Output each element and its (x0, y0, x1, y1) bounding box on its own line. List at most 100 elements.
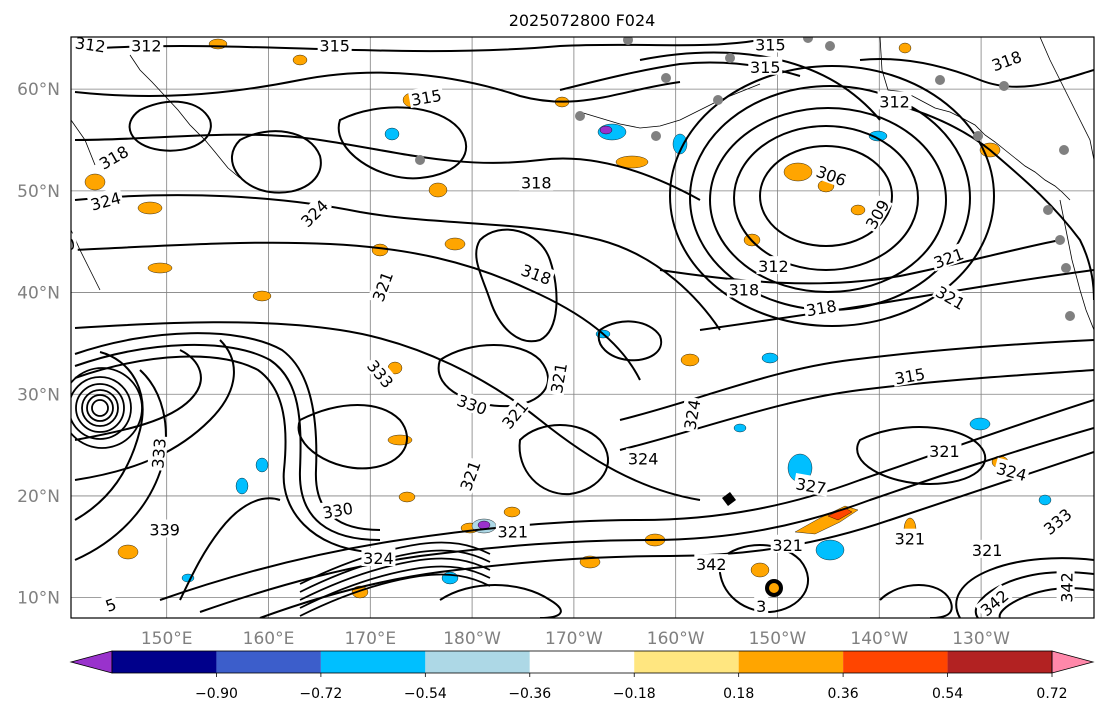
contour-label: 330 (71, 232, 78, 258)
contour-line (879, 584, 953, 618)
colorbar-segment (738, 651, 844, 673)
negative-blob (868, 130, 888, 142)
contour-label: 324 (679, 396, 704, 433)
contour-label-background (407, 84, 445, 109)
colorbar-tick-label: −0.18 (613, 686, 656, 702)
contour-label: 3 (754, 595, 769, 616)
map-title: 2025072800 F024 (509, 11, 656, 30)
station-dot (1059, 145, 1069, 155)
contour-line (179, 497, 281, 601)
contour-line (597, 320, 663, 362)
positive-blob (292, 54, 308, 66)
typhoon-ring (81, 389, 119, 427)
contour-label-text: 315 (755, 35, 786, 54)
contour-label: 324 (626, 448, 661, 468)
negative-blob (672, 133, 688, 155)
contour-label-background (519, 172, 554, 191)
station-dot (651, 131, 661, 141)
positive-blob (444, 237, 466, 251)
contour-line (475, 228, 558, 343)
station-dot (825, 41, 835, 51)
contour-line (159, 399, 1094, 601)
contour-label-text: 339 (149, 521, 180, 540)
colorbar-tick-label: 0.36 (828, 686, 859, 702)
contour-label-background (147, 435, 168, 471)
small-closed-contour (722, 492, 736, 506)
contour-label-text: 339 (0, 481, 8, 516)
positive-blob (503, 506, 521, 518)
contour-label-background (72, 37, 109, 55)
positive-blob (428, 182, 448, 198)
lat-tick-label: 20°N (17, 487, 60, 507)
negative-blob (733, 423, 747, 433)
positive-blob (117, 544, 139, 560)
contour-label-background (94, 140, 133, 173)
typhoon-rings (71, 367, 143, 449)
typhoon-ring (91, 399, 109, 417)
contour-label: 321 (970, 539, 1005, 560)
lon-tick-label: 180°W (443, 629, 501, 649)
contour-label: 315 (748, 56, 783, 77)
negative-blob (761, 352, 779, 364)
contour-label-background (770, 534, 805, 553)
station-dot (999, 81, 1009, 91)
contour-label-background (679, 396, 703, 433)
contour-label: 318 (726, 279, 761, 300)
contour-label: 342 (0, 435, 27, 474)
contour-line (74, 349, 202, 441)
contour-label-text: 321 (929, 442, 960, 461)
contour-line (856, 426, 987, 486)
contour-line (259, 451, 1094, 618)
lat-tick-label: 30°N (17, 385, 60, 405)
contour-label-background (802, 295, 840, 319)
station-dot (575, 111, 585, 121)
lon-tick-label: 170°W (545, 629, 603, 649)
southern-tight-contours (299, 541, 491, 617)
lat-tick-label: 40°N (17, 284, 60, 304)
contour-line (439, 584, 562, 618)
contour-label-text: 321 (972, 541, 1003, 560)
contour-label-background (1056, 570, 1075, 605)
small-closed-features (722, 492, 783, 597)
map-background (71, 37, 1094, 618)
contour-line (230, 130, 322, 194)
positive-blob (615, 155, 649, 169)
contour-label-background (453, 389, 492, 418)
low-center-ring (669, 65, 995, 327)
station-dot (935, 75, 945, 85)
colorbar-segment (529, 651, 635, 673)
contour-label-background (86, 186, 125, 214)
contour-line (699, 269, 1094, 331)
contour-label: 339 (147, 519, 182, 540)
contour-label-text: 330 (17, 309, 48, 328)
contour-label-text: 321 (772, 536, 803, 555)
colorbar-tick-label: 0.72 (1036, 686, 1067, 702)
contour-line (74, 343, 381, 541)
contour-line (74, 355, 371, 553)
station-dot (1061, 263, 1071, 273)
contour-line (74, 321, 701, 501)
positive-blob (783, 162, 813, 182)
contour-label-text: 342 (0, 437, 27, 472)
contour-line (297, 404, 408, 470)
contour-label-background (694, 554, 729, 573)
contour-label-background (147, 519, 182, 538)
contour-label-text: 312 (758, 257, 789, 276)
small-closed-contour (769, 583, 779, 593)
positive-blob (750, 562, 770, 578)
contour-line (337, 106, 467, 180)
latitude-axis: 60°N 50°N 40°N 30°N 20°N 10°N (17, 80, 60, 608)
colorbar-segment (843, 651, 948, 673)
contour-label: 318 (802, 295, 840, 320)
contour-label-text: 315 (319, 36, 350, 55)
station-dot (725, 53, 735, 63)
colorbar-segment (216, 651, 321, 673)
contour-label-text: 312 (131, 36, 162, 55)
contour-label-background (726, 279, 761, 298)
colorbar-tick-label: 0.18 (723, 686, 754, 702)
positive-blob (898, 42, 912, 54)
contour-label-background (100, 592, 121, 615)
contour-label: 5 (100, 592, 121, 616)
contour-label-background (891, 363, 928, 387)
colorbar-segment (320, 651, 426, 673)
